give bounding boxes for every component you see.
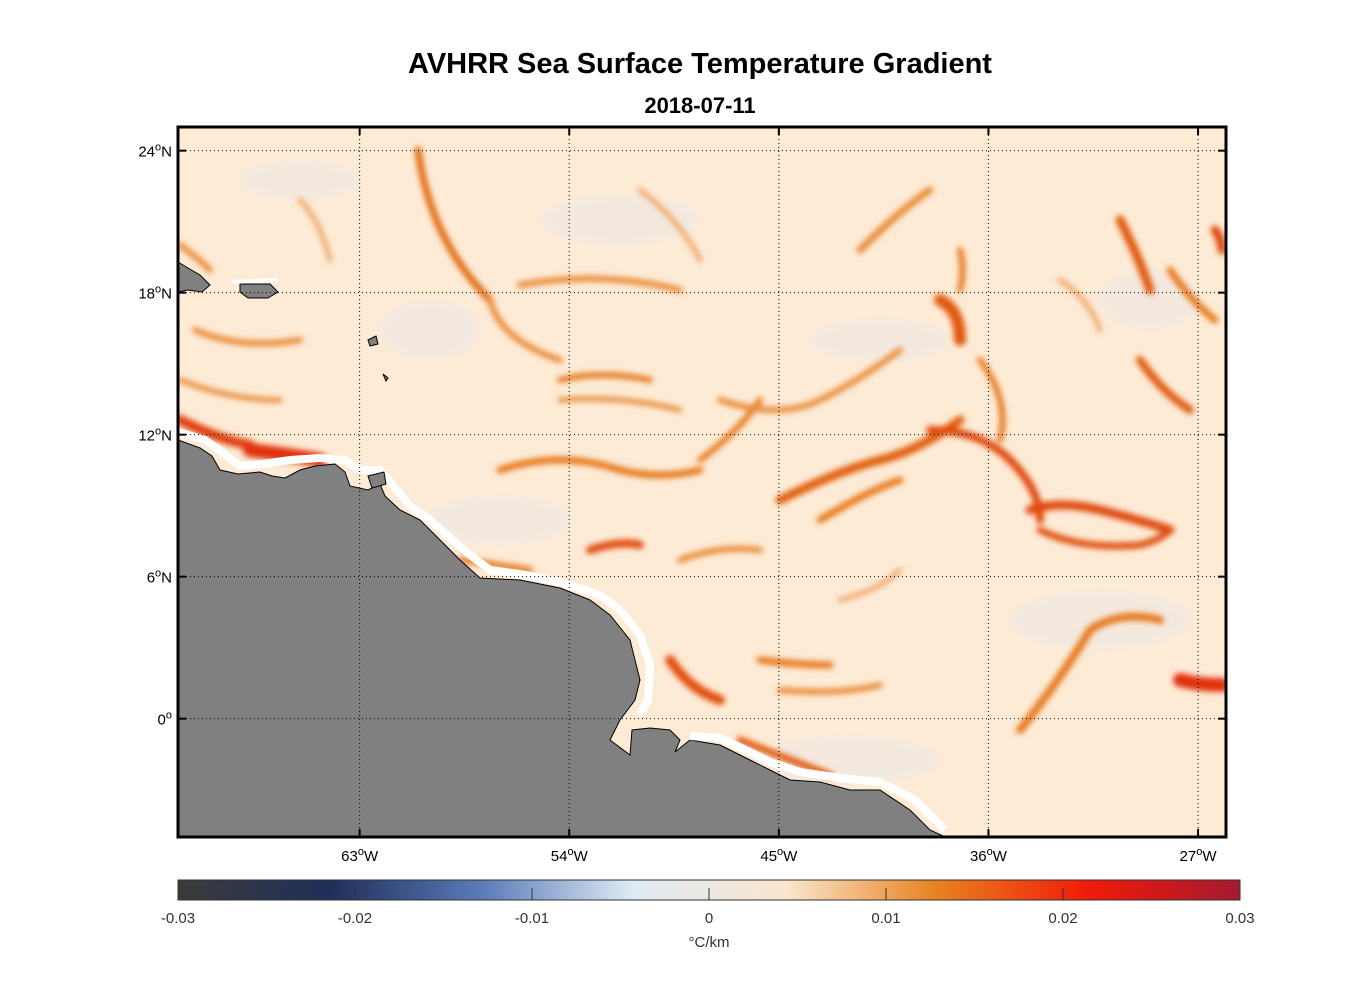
texture-layer bbox=[240, 160, 1200, 785]
gradient-fronts bbox=[178, 146, 1226, 779]
lon-tick-label: 45oW bbox=[760, 846, 798, 865]
land-island-2 bbox=[239, 283, 279, 299]
lat-tick-label: 24oN bbox=[138, 142, 172, 161]
lat-tick-label: 18oN bbox=[138, 284, 172, 303]
lat-tick-label: 6oN bbox=[147, 568, 172, 587]
longitude-labels: 63oW 54oW 45oW 36oW 27oW bbox=[341, 846, 1217, 865]
axis-ticks bbox=[178, 127, 1226, 837]
lon-tick-label: 54oW bbox=[551, 846, 589, 865]
lon-tick-label: 63oW bbox=[341, 846, 379, 865]
lon-tick-label: 36oW bbox=[970, 846, 1008, 865]
colorbar-tick-label: -0.02 bbox=[338, 910, 372, 927]
coastline-halo bbox=[178, 428, 655, 717]
colorbar-ticks: -0.03 -0.02 -0.01 0 0.01 0.02 0.03 bbox=[161, 888, 1255, 927]
lon-tick-label: 27oW bbox=[1180, 846, 1218, 865]
land-island-5 bbox=[367, 471, 387, 489]
colorbar-tick-label: -0.01 bbox=[515, 910, 549, 927]
latitude-labels: 24oN 18oN 12oN 6oN 0o bbox=[138, 142, 172, 729]
colorbar-label: °C/km bbox=[689, 934, 730, 951]
colorbar-tick-label: 0.03 bbox=[1225, 910, 1254, 927]
graticule bbox=[178, 127, 1226, 837]
land-south-america bbox=[178, 439, 946, 837]
lat-tick-label: 0o bbox=[158, 710, 172, 729]
map-subtitle: 2018-07-11 bbox=[644, 93, 756, 118]
colorbar-tick-label: -0.03 bbox=[161, 910, 195, 927]
land-island-3 bbox=[367, 335, 379, 347]
map-title: AVHRR Sea Surface Temperature Gradient bbox=[408, 48, 992, 80]
map-frame bbox=[176, 125, 1228, 839]
lat-tick-label: 12oN bbox=[138, 426, 172, 445]
land-island-4 bbox=[382, 373, 389, 383]
colorbar-tick-label: 0.01 bbox=[871, 910, 900, 927]
colorbar-tick-label: 0.02 bbox=[1048, 910, 1077, 927]
colorbar-tick-label: 0 bbox=[705, 910, 713, 927]
